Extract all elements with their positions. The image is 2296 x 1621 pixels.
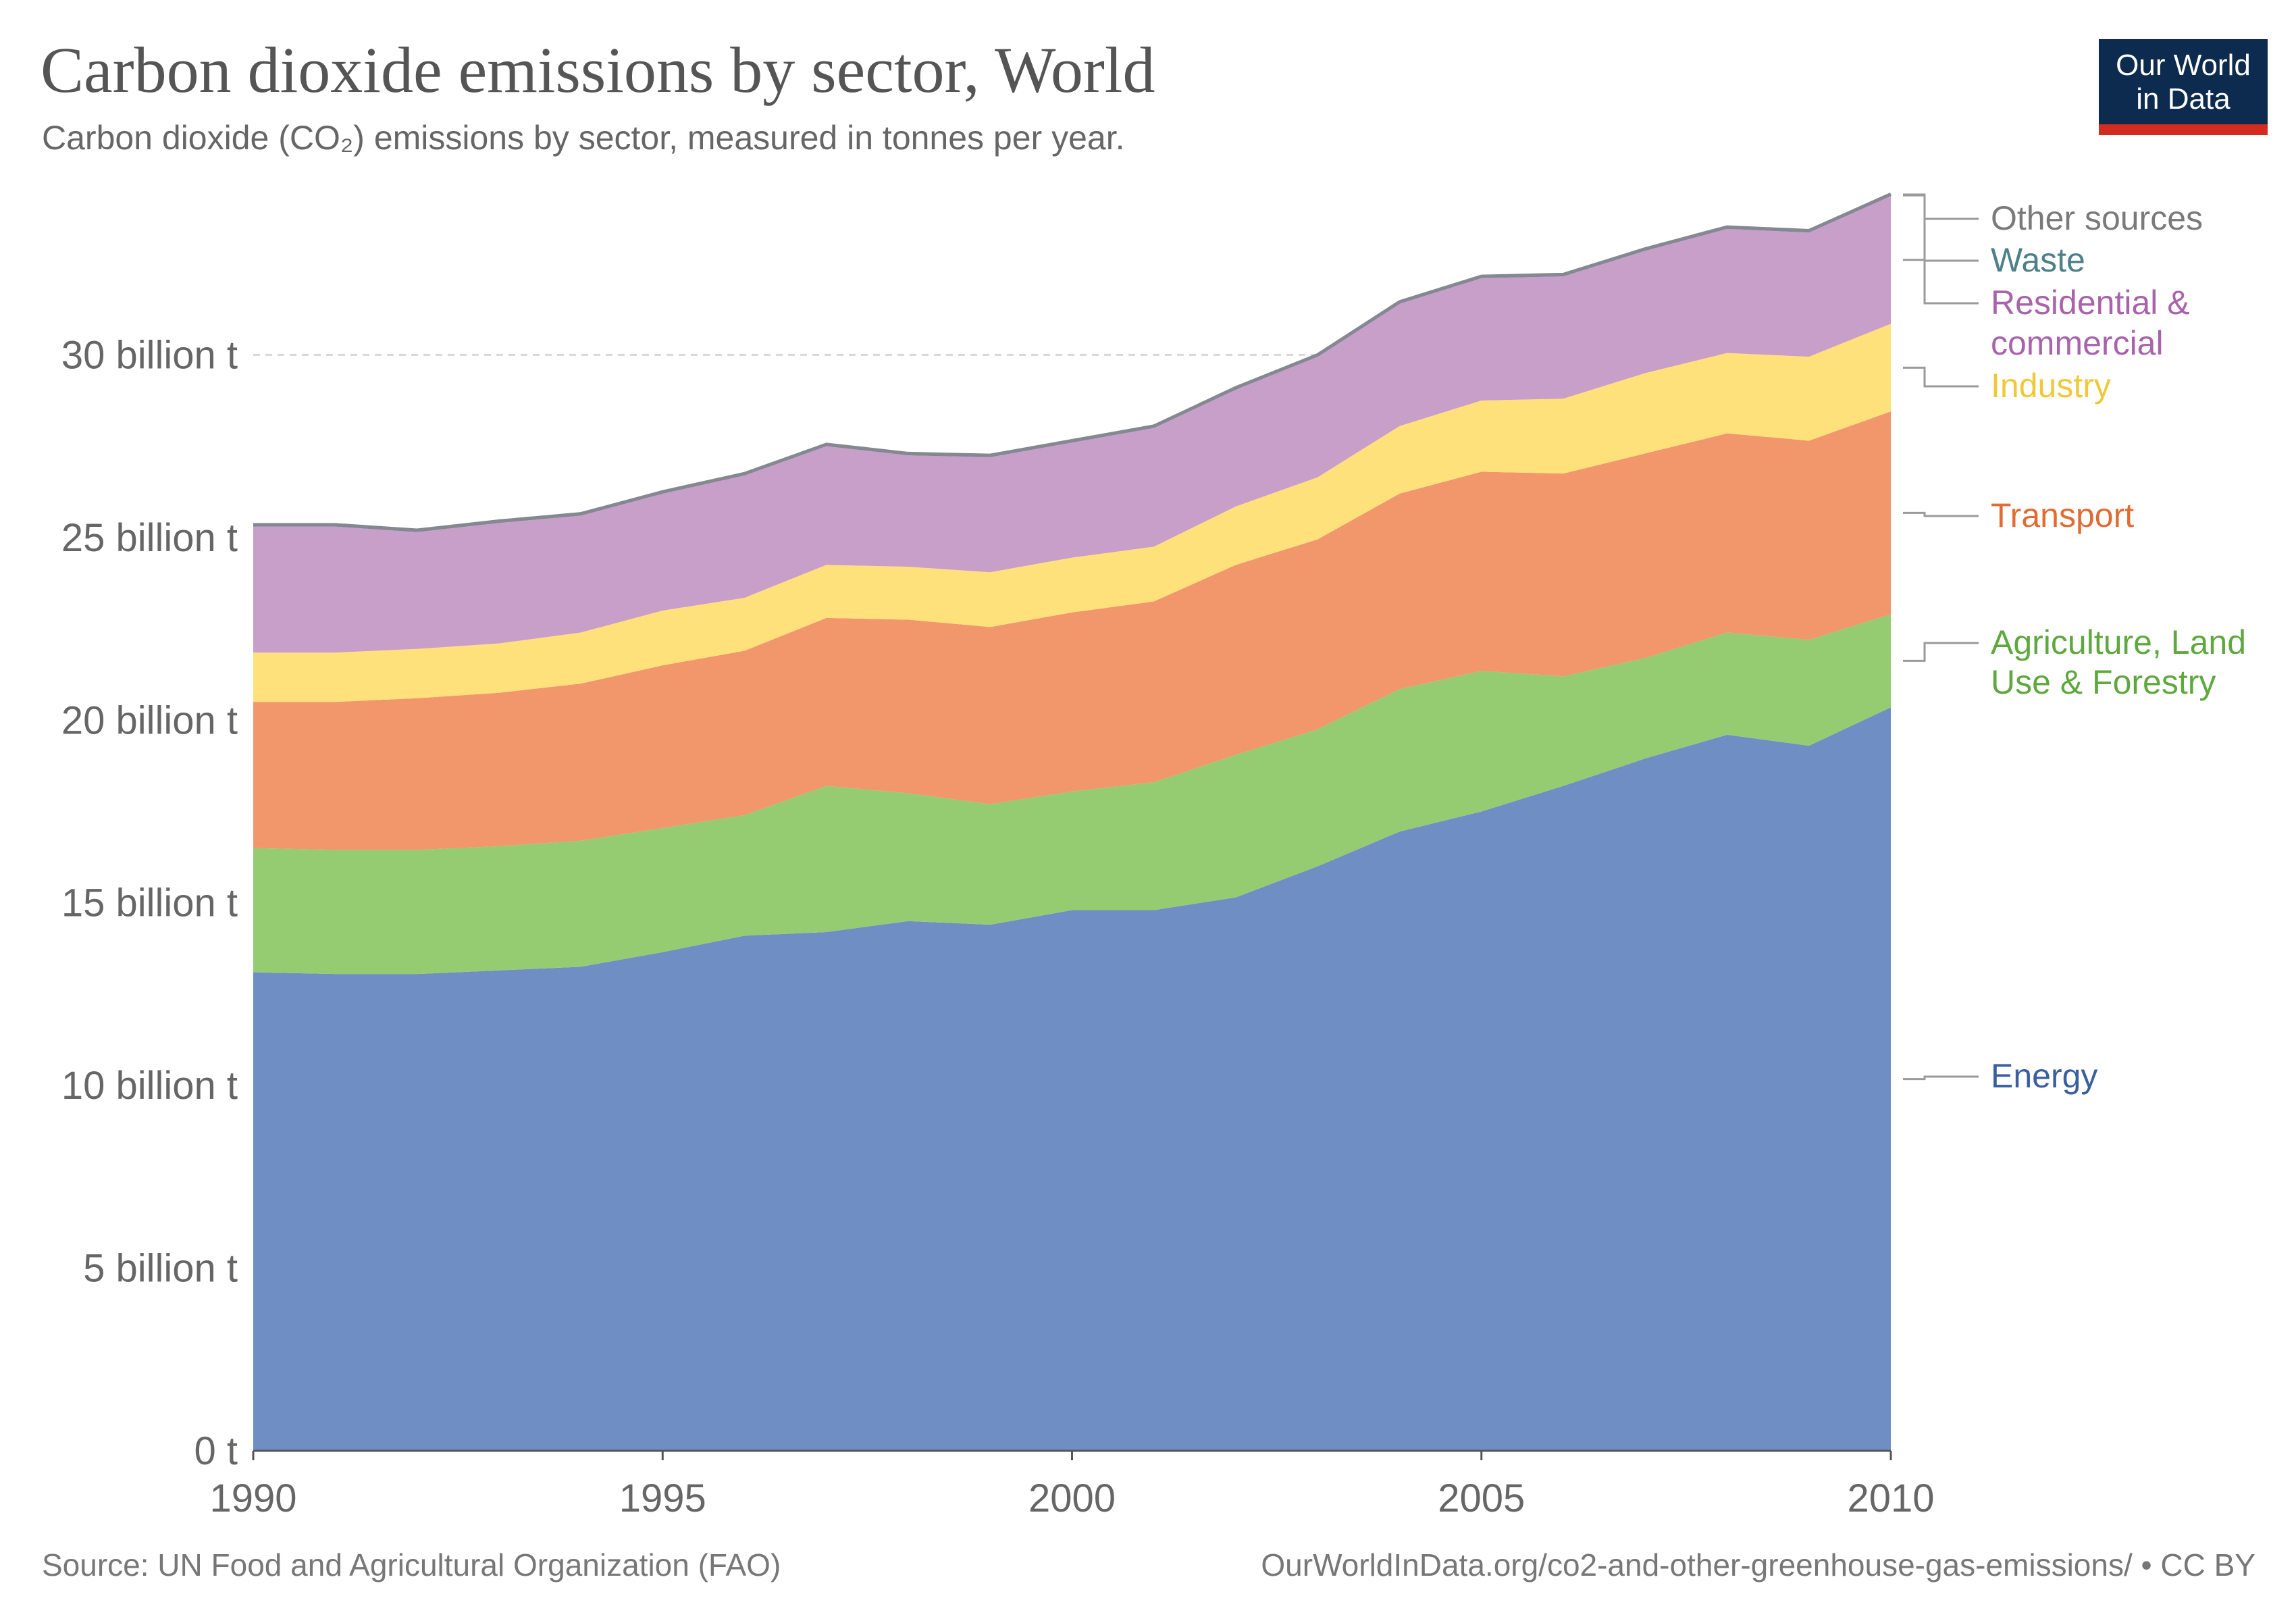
x-tick-label: 1995 <box>619 1476 706 1520</box>
axes: 0 t 5 billion t 10 billion t 15 billion t 20… <box>61 333 1935 1520</box>
legend-leader-other-sources <box>1903 193 1979 220</box>
legend: Other sources Waste Residential &commercia… <box>1903 193 2246 1095</box>
legend-label-residential-commercial-line2: commercial <box>1991 324 2164 362</box>
legend-leader-agriculture-land-use-forestry <box>1903 642 1979 662</box>
chart-subtitle: Carbon dioxide (CO₂) emissions by sector… <box>42 119 1125 157</box>
area-industry <box>253 324 1891 702</box>
logo-line-1: Our World <box>2116 49 2251 82</box>
legend-leader-residential-commercial <box>1903 259 1979 305</box>
y-tick-label: 10 billion t <box>61 1064 238 1108</box>
y-tick-label: 20 billion t <box>61 698 238 742</box>
legend-label-other-sources: Other sources <box>1991 199 2203 237</box>
series-areas <box>253 192 1892 1451</box>
y-tick-label: 25 billion t <box>61 516 238 560</box>
area-energy <box>253 707 1891 1451</box>
y-tick-label: 5 billion t <box>83 1247 238 1291</box>
x-tick-label: 2005 <box>1438 1476 1525 1520</box>
legend-label-industry: Industry <box>1991 367 2111 405</box>
stacked-area-chart: 0 t 5 billion t 10 billion t 15 billion t 20… <box>61 192 2246 1520</box>
legend-leader-industry <box>1903 366 1979 388</box>
legend-label-transport: Transport <box>1991 496 2134 534</box>
legend-label-waste: Waste <box>1991 241 2085 279</box>
y-tick-label: 30 billion t <box>61 333 238 377</box>
x-tick-label: 1990 <box>209 1476 296 1520</box>
legend-label-agriculture-land-use-forestry: Agriculture, Land <box>1991 623 2246 661</box>
source-note: Source: UN Food and Agricultural Organiz… <box>42 1547 781 1583</box>
area-residential-commercial <box>253 196 1891 653</box>
area-transport <box>253 411 1891 850</box>
y-tick-label: 0 t <box>194 1429 238 1473</box>
logo-line-2: in Data <box>2136 82 2230 115</box>
logo-accent-bar <box>2099 124 2268 135</box>
legend-label-agriculture-land-use-forestry-line2: Use & Forestry <box>1991 663 2216 701</box>
x-tick-label: 2000 <box>1028 1476 1116 1520</box>
legend-label-residential-commercial: Residential & <box>1991 284 2190 321</box>
y-tick-label: 15 billion t <box>61 881 238 925</box>
legend-label-energy: Energy <box>1991 1057 2097 1095</box>
chart-title: Carbon dioxide emissions by sector, Worl… <box>41 34 1155 106</box>
area-agriculture-land-use-forestry <box>253 614 1891 975</box>
legend-leader-waste <box>1903 194 1979 262</box>
owid-logo[interactable]: Our World in Data <box>2099 39 2268 135</box>
source-url[interactable]: OurWorldInData.org/co2-and-other-greenho… <box>1261 1547 2255 1583</box>
x-tick-label: 2010 <box>1847 1476 1934 1520</box>
total-outline <box>253 192 1892 532</box>
legend-leader-transport <box>1903 511 1979 517</box>
legend-leader-energy <box>1903 1075 1979 1081</box>
